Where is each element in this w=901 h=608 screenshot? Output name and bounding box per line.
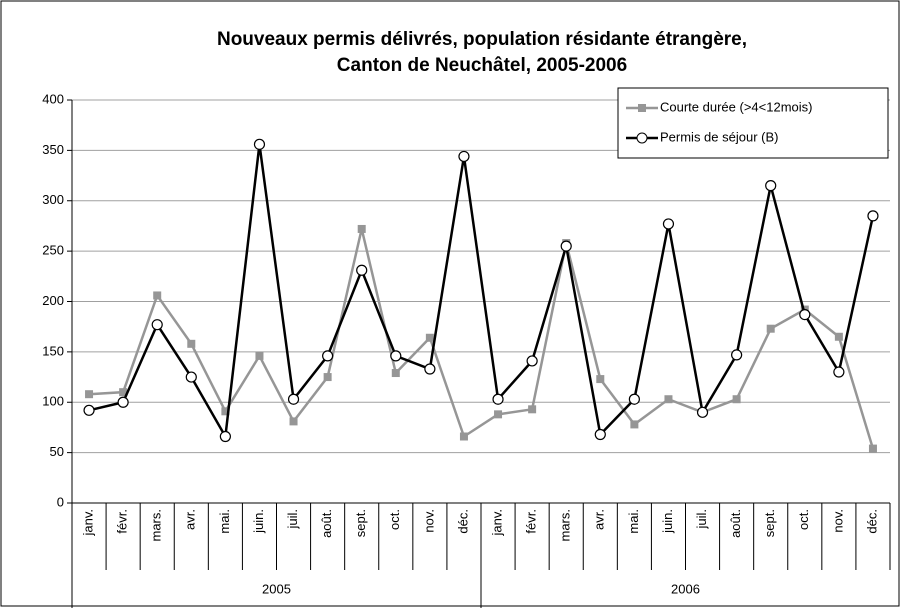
x-tick-label: sept. bbox=[353, 509, 368, 537]
y-tick-label: 300 bbox=[42, 192, 64, 207]
marker bbox=[323, 373, 332, 382]
x-tick-label: mai. bbox=[217, 509, 232, 534]
marker bbox=[151, 319, 163, 331]
marker bbox=[391, 369, 400, 378]
x-tick-label: sept. bbox=[762, 509, 777, 537]
legend-label: Courte durée (>4<12mois) bbox=[660, 99, 812, 114]
y-tick-label: 400 bbox=[42, 91, 64, 106]
x-tick-label: mars. bbox=[558, 509, 573, 542]
marker bbox=[664, 395, 673, 404]
marker bbox=[459, 432, 468, 441]
series-line bbox=[88, 144, 875, 441]
marker bbox=[662, 218, 675, 230]
marker bbox=[494, 410, 503, 419]
marker bbox=[425, 333, 434, 342]
x-tick-label: oct. bbox=[796, 509, 811, 530]
x-tick-label: avr. bbox=[183, 509, 198, 530]
marker bbox=[390, 350, 402, 362]
marker bbox=[799, 308, 811, 321]
marker bbox=[696, 406, 709, 418]
marker bbox=[492, 393, 504, 405]
marker bbox=[766, 324, 775, 333]
marker bbox=[322, 350, 334, 362]
x-tick-label: avr. bbox=[592, 509, 607, 530]
marker bbox=[526, 355, 538, 367]
legend-marker bbox=[636, 132, 648, 144]
y-tick-label: 0 bbox=[57, 494, 64, 509]
marker bbox=[833, 366, 845, 378]
marker bbox=[153, 291, 162, 300]
marker bbox=[119, 388, 128, 397]
x-tick-label: juil. bbox=[285, 509, 300, 530]
marker bbox=[732, 395, 741, 404]
chart-subtitle: Canton de Neuchâtel, 2005-2006 bbox=[337, 55, 627, 76]
x-tick-label: juil. bbox=[694, 509, 709, 530]
x-tick-label: févr. bbox=[115, 509, 130, 534]
marker bbox=[560, 240, 572, 252]
legend-box bbox=[617, 87, 889, 159]
marker bbox=[289, 417, 298, 426]
marker bbox=[596, 375, 605, 384]
marker bbox=[458, 150, 470, 163]
marker bbox=[867, 210, 879, 222]
x-tick-label: août. bbox=[728, 509, 743, 538]
marker bbox=[834, 332, 843, 341]
x-tick-label: nov. bbox=[830, 509, 845, 533]
marker bbox=[117, 396, 129, 408]
x-tick-label: févr. bbox=[524, 509, 539, 534]
x-tick-label: nov. bbox=[421, 509, 436, 533]
marker bbox=[424, 363, 436, 375]
x-tick-label: août. bbox=[319, 509, 334, 538]
marker bbox=[85, 390, 94, 399]
marker bbox=[185, 371, 197, 383]
y-tick-label: 250 bbox=[42, 243, 64, 258]
x-tick-label: oct. bbox=[387, 509, 402, 530]
marker bbox=[628, 393, 640, 405]
marker bbox=[868, 444, 877, 453]
legend-marker bbox=[638, 104, 646, 112]
marker bbox=[255, 351, 264, 360]
marker bbox=[528, 405, 537, 414]
chart-title: Nouveaux permis délivrés, population rés… bbox=[217, 29, 747, 50]
marker bbox=[594, 428, 606, 441]
x-tick-label: mai. bbox=[626, 509, 641, 534]
x-tick-label: mars. bbox=[149, 509, 164, 542]
x-tick-label: juin. bbox=[251, 509, 266, 534]
marker bbox=[187, 339, 196, 348]
x-tick-label: juin. bbox=[660, 509, 675, 534]
marker bbox=[731, 349, 743, 361]
group-label: 2005 bbox=[262, 581, 291, 596]
group-label: 2006 bbox=[671, 581, 700, 596]
marker bbox=[219, 430, 231, 443]
marker bbox=[287, 393, 300, 405]
x-tick-label: déc. bbox=[864, 509, 879, 534]
legend-label: Permis de séjour (B) bbox=[660, 129, 778, 144]
marker bbox=[356, 264, 368, 276]
y-tick-label: 150 bbox=[42, 343, 64, 358]
marker bbox=[221, 407, 230, 416]
marker bbox=[630, 420, 639, 429]
x-tick-label: déc. bbox=[455, 509, 470, 534]
marker bbox=[357, 224, 366, 233]
y-tick-label: 50 bbox=[50, 444, 64, 459]
marker bbox=[83, 404, 95, 416]
x-tick-label: janv. bbox=[489, 509, 504, 537]
y-tick-label: 200 bbox=[42, 293, 64, 308]
y-tick-label: 100 bbox=[42, 394, 64, 409]
marker bbox=[253, 138, 266, 150]
y-tick-label: 350 bbox=[42, 142, 64, 157]
x-tick-label: janv. bbox=[80, 509, 95, 537]
marker bbox=[765, 180, 777, 192]
series-line bbox=[88, 228, 875, 449]
